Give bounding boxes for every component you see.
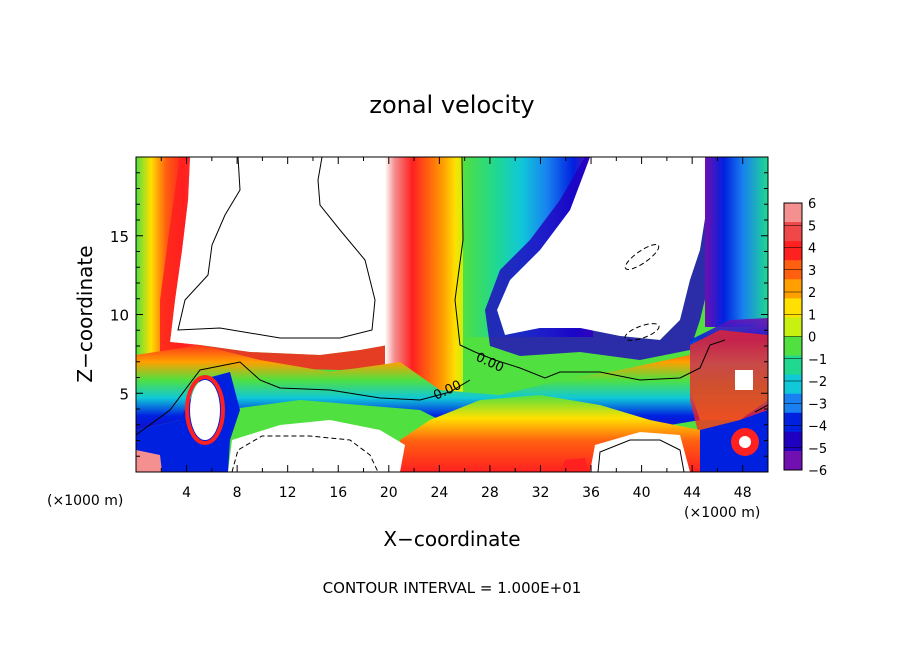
x-tick-label: 12: [279, 485, 297, 501]
bottom-left-white-hole: [190, 380, 220, 440]
contour-field: [136, 157, 768, 472]
colorbar-tick-label: −4: [808, 420, 827, 435]
y-axis-label: Z−coordinate: [73, 245, 97, 382]
colorbar-tick-label: −2: [808, 375, 827, 390]
colorbar-tick-label: 5: [808, 219, 816, 234]
bottom-right-white-core: [739, 436, 751, 448]
y-tick-label: 15: [110, 228, 129, 246]
x-tick-label: 32: [532, 485, 550, 501]
x-tick-label: 16: [329, 485, 347, 501]
colorbar-segment: [784, 298, 802, 318]
x-tick-label: 8: [233, 485, 242, 501]
colorbar-tick-label: 3: [808, 264, 816, 279]
contour-dashed-bottom: [231, 435, 379, 472]
x-tick-label: 24: [430, 485, 448, 501]
colorbar-tick-label: 0: [808, 331, 816, 346]
x-multiplier-label-right: (×1000 m): [684, 505, 760, 521]
bottom-white-region-left: [228, 420, 405, 472]
colorbar-segment: [784, 431, 802, 452]
contour-interval-footnote: CONTOUR INTERVAL = 1.000E+01: [323, 579, 582, 597]
colorbar-segment: [784, 203, 802, 223]
central-jet-core: [385, 157, 463, 402]
colorbar-segment: [784, 374, 802, 395]
x-axis-label: X−coordinate: [383, 527, 520, 551]
x-tick-label: 20: [380, 485, 398, 501]
contour-dashed-mid-right: [624, 323, 660, 341]
chart-title: zonal velocity: [369, 91, 534, 119]
bottom-left-corner-patch: [136, 450, 162, 472]
colorbar-tick-label: −6: [808, 464, 827, 479]
x-tick-label: 44: [683, 485, 701, 501]
x-axis: 4 8 12 16 20 24 28 32 36 40 44 48: [160, 157, 752, 501]
colorbar-segment: [784, 412, 802, 433]
y-tick-label: 10: [110, 307, 129, 325]
contour-line-right-edge: [754, 404, 768, 413]
colorbar-segment: [784, 222, 802, 242]
colorbar-segment: [784, 279, 802, 299]
x-tick-label: 4: [182, 485, 191, 501]
colorbar: 6 5 4 3 2 1 0 −1 −2 −3 −4 −5 −6: [783, 197, 827, 479]
contour-dashed-upper-right: [624, 244, 660, 270]
x-multiplier-label-left: (×1000 m): [47, 493, 123, 509]
colorbar-segment: [784, 241, 802, 261]
lower-right-white-core: [735, 370, 753, 390]
upper-left-white-region: [170, 157, 396, 355]
colorbar-tick-label: −3: [808, 397, 827, 412]
colorbar-tick-label: 2: [808, 286, 816, 301]
colorbar-tick-label: −5: [808, 442, 827, 457]
colorbar-segment: [784, 317, 802, 337]
bottom-left-red-ring: [185, 375, 225, 445]
contour-line-bottom-right: [597, 439, 685, 472]
bottom-red-spots: [560, 458, 588, 472]
colorbar-segment: [784, 355, 802, 376]
upper-right-halo: [485, 157, 720, 360]
x-tick-label: 48: [734, 485, 752, 501]
colorbar-tick-label: −1: [808, 353, 827, 368]
contour-line-upper-left: [177, 157, 376, 339]
colorbar-tick-label: 1: [808, 308, 816, 323]
contour-lines: [136, 157, 768, 472]
lower-right-red-patch: [690, 330, 768, 440]
upper-right-white-region: [497, 157, 708, 340]
x-tick-label: 28: [481, 485, 499, 501]
colorbar-tick-label: 4: [808, 242, 816, 257]
x-tick-label: 36: [582, 485, 600, 501]
right-edge-region: [705, 157, 768, 327]
colorbar-segment: [784, 336, 802, 357]
colorbar-tick-label: 6: [808, 197, 816, 212]
y-tick-label: 5: [119, 385, 129, 403]
contour-line-zero-central: [454, 157, 726, 381]
x-tick-label: 40: [633, 485, 651, 501]
y-axis: 5 10 15: [110, 172, 768, 457]
contour-line-zero-band: [136, 361, 471, 436]
colorbar-segment: [784, 450, 802, 471]
